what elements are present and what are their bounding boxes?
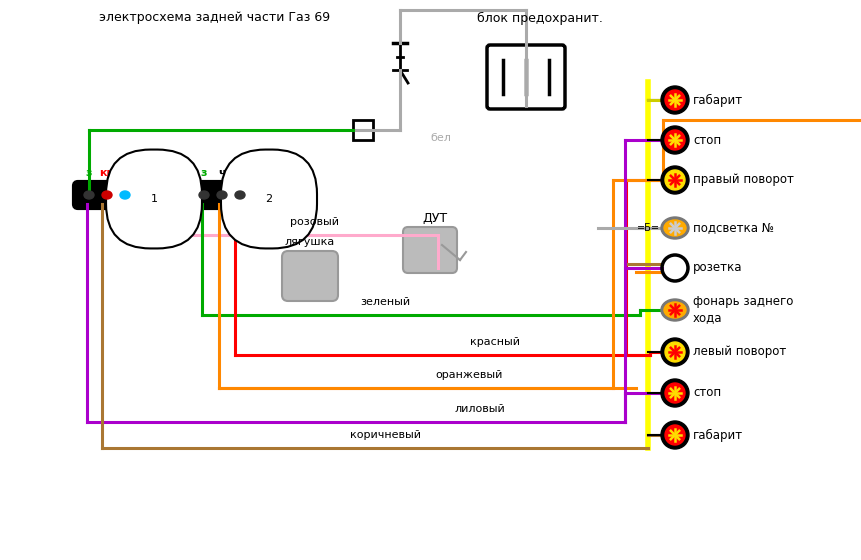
Circle shape [665, 90, 685, 110]
Ellipse shape [661, 299, 689, 321]
Ellipse shape [199, 191, 209, 199]
FancyBboxPatch shape [353, 120, 373, 140]
FancyBboxPatch shape [403, 227, 457, 273]
Text: фонарь заднего: фонарь заднего [693, 296, 793, 309]
Text: 1: 1 [151, 194, 158, 204]
Ellipse shape [84, 191, 94, 199]
Circle shape [665, 342, 685, 362]
Text: габарит: габарит [693, 428, 743, 441]
Ellipse shape [235, 191, 245, 199]
Text: лягушка: лягушка [285, 237, 335, 247]
Text: ч: ч [236, 168, 244, 178]
Text: хода: хода [693, 311, 722, 324]
Text: коричневый: коричневый [350, 430, 421, 440]
Text: габарит: габарит [693, 94, 743, 106]
Circle shape [661, 86, 689, 114]
Circle shape [661, 379, 689, 407]
Text: стоп: стоп [693, 386, 722, 399]
Text: г: г [122, 168, 128, 178]
Text: блок предохранит.: блок предохранит. [477, 11, 603, 25]
Ellipse shape [217, 191, 227, 199]
Circle shape [665, 130, 685, 150]
Ellipse shape [102, 191, 112, 199]
Text: =Б=: =Б= [637, 223, 660, 233]
Text: стоп: стоп [693, 133, 722, 147]
Text: оранжевый: оранжевый [435, 370, 502, 380]
Circle shape [661, 166, 689, 194]
Text: бел: бел [430, 133, 451, 143]
Text: з: з [201, 168, 208, 178]
Text: з: з [86, 168, 92, 178]
Text: левый поворот: левый поворот [693, 346, 786, 358]
Text: правый поворот: правый поворот [693, 174, 794, 186]
FancyBboxPatch shape [487, 45, 565, 109]
Text: кр: кр [99, 168, 115, 178]
FancyBboxPatch shape [282, 251, 338, 301]
Ellipse shape [664, 302, 686, 318]
Ellipse shape [661, 217, 689, 239]
FancyBboxPatch shape [189, 182, 255, 208]
Text: зеленый: зеленый [360, 297, 410, 307]
Circle shape [661, 421, 689, 449]
Text: ч: ч [218, 168, 226, 178]
Text: красный: красный [470, 337, 520, 347]
Ellipse shape [664, 220, 686, 236]
Circle shape [665, 425, 685, 445]
Text: электросхема задней части Газ 69: электросхема задней части Газ 69 [99, 12, 331, 25]
Text: подсветка №: подсветка № [693, 222, 774, 235]
Circle shape [665, 170, 685, 190]
Circle shape [661, 126, 689, 154]
Ellipse shape [120, 191, 130, 199]
Text: ДУТ: ДУТ [423, 212, 448, 225]
Text: розетка: розетка [693, 262, 742, 274]
Circle shape [661, 338, 689, 366]
FancyBboxPatch shape [74, 182, 140, 208]
Circle shape [665, 383, 685, 403]
Text: 2: 2 [265, 194, 273, 204]
Text: розовый: розовый [290, 217, 339, 227]
Text: лиловый: лиловый [455, 404, 505, 414]
